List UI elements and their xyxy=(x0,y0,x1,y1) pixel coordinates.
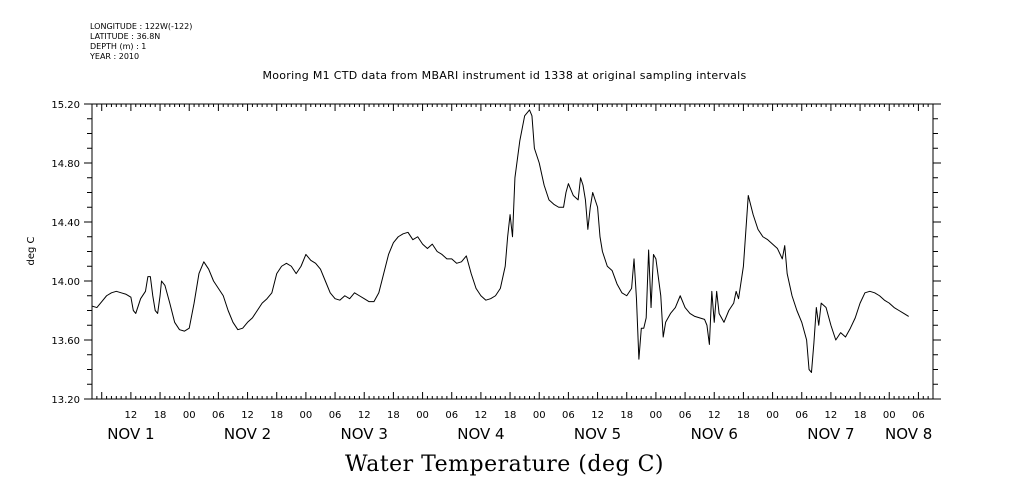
bottom-title: Water Temperature (deg C) xyxy=(345,452,664,477)
y-tick-label: 14.80 xyxy=(51,159,80,170)
y-tick-label: 13.20 xyxy=(51,395,80,406)
x-tick-label: 18 xyxy=(270,410,283,421)
x-tick-label: 12 xyxy=(591,410,604,421)
x-tick-label: 06 xyxy=(795,410,808,421)
x-tick-label: 18 xyxy=(620,410,633,421)
x-tick-label: 12 xyxy=(825,410,838,421)
x-tick-label: 06 xyxy=(445,410,458,421)
x-tick-label: 18 xyxy=(504,410,517,421)
x-tick-label: 00 xyxy=(183,410,196,421)
x-tick-label: 06 xyxy=(562,410,575,421)
temperature-series-line xyxy=(91,109,909,373)
metadata-block: LONGITUDE : 122W(-122) LATITUDE : 36.8N … xyxy=(90,22,192,62)
y-tick-label: 15.20 xyxy=(51,100,80,111)
x-date-label: NOV 4 xyxy=(457,425,504,443)
x-tick-label: 06 xyxy=(912,410,925,421)
plot-frame xyxy=(91,103,934,400)
x-date-label: NOV 1 xyxy=(107,425,154,443)
x-date-label: NOV 7 xyxy=(807,425,854,443)
y-tick-label: 14.40 xyxy=(51,218,80,229)
x-tick-label: 00 xyxy=(533,410,546,421)
x-tick-label: 00 xyxy=(300,410,313,421)
x-tick-label: 12 xyxy=(358,410,371,421)
longitude-label: LONGITUDE : 122W(-122) xyxy=(90,22,193,31)
y-tick-label: 14.00 xyxy=(51,277,80,288)
x-date-label: NOV 2 xyxy=(224,425,271,443)
x-date-label: NOV 5 xyxy=(574,425,621,443)
latitude-label: LATITUDE : 36.8N xyxy=(90,32,161,41)
chart-title: Mooring M1 CTD data from MBARI instrumen… xyxy=(262,69,747,82)
x-tick-label: 18 xyxy=(737,410,750,421)
x-date-label: NOV 3 xyxy=(341,425,388,443)
x-tick-label: 00 xyxy=(416,410,429,421)
x-tick-label: 18 xyxy=(154,410,167,421)
x-tick-label: 12 xyxy=(708,410,721,421)
year-label: YEAR : 2010 xyxy=(90,52,140,61)
y-axis-label: deg C xyxy=(26,236,37,265)
x-tick-label: 06 xyxy=(329,410,342,421)
x-tick-label: 18 xyxy=(387,410,400,421)
x-tick-label: 12 xyxy=(125,410,138,421)
x-tick-label: 00 xyxy=(766,410,779,421)
depth-label: DEPTH (m) : 1 xyxy=(90,42,147,51)
x-tick-label: 12 xyxy=(241,410,254,421)
x-tick-label: 00 xyxy=(650,410,663,421)
x-tick-label: 00 xyxy=(883,410,896,421)
x-tick-label: 12 xyxy=(475,410,488,421)
y-tick-label: 13.60 xyxy=(51,336,80,347)
axis-ticks xyxy=(84,103,941,400)
x-date-label: NOV 6 xyxy=(691,425,738,443)
x-date-label: NOV 8 xyxy=(885,425,932,443)
x-tick-label: 06 xyxy=(679,410,692,421)
x-tick-label: 06 xyxy=(212,410,225,421)
x-tick-label: 18 xyxy=(854,410,867,421)
chart-plot: 13.20 13.60 14.00 14.40 14.80 15.20 12 18 00 06 12… xyxy=(26,100,941,443)
